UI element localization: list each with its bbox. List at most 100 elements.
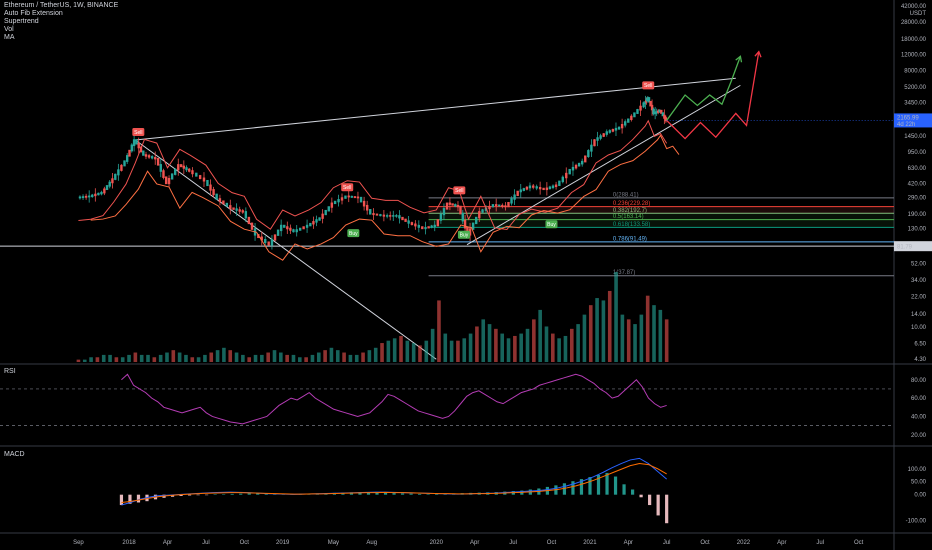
price-candle bbox=[162, 170, 165, 178]
price-candle bbox=[94, 193, 97, 197]
volume-bar bbox=[500, 333, 505, 362]
price-tick-label: 10.00 bbox=[911, 325, 927, 331]
price-candle bbox=[276, 229, 280, 236]
volume-bar bbox=[101, 354, 106, 362]
price-tick-label: 18000.00 bbox=[901, 37, 927, 43]
price-candle bbox=[177, 164, 180, 171]
volume-bar bbox=[607, 290, 612, 362]
volume-bar bbox=[525, 328, 530, 362]
sell-signal bbox=[453, 186, 466, 195]
price-candle bbox=[137, 143, 140, 149]
price-candle bbox=[206, 179, 209, 187]
price-candle bbox=[132, 139, 136, 147]
volume-bar bbox=[405, 340, 410, 362]
price-candle bbox=[232, 207, 235, 210]
price-candle bbox=[215, 193, 218, 200]
moving-average-line bbox=[90, 134, 680, 261]
macd-histogram-bar bbox=[366, 492, 371, 495]
price-candle bbox=[410, 222, 414, 226]
volume-bar bbox=[551, 333, 555, 362]
volume-bar bbox=[645, 295, 650, 362]
price-candle bbox=[424, 226, 427, 230]
macd-histogram-bar bbox=[375, 492, 379, 495]
price-candle bbox=[404, 218, 407, 222]
price-candle bbox=[185, 167, 188, 171]
price-candle bbox=[350, 195, 354, 198]
chart-legend: Ethereum / TetherUS, 1W, BINANCE Auto Fi… bbox=[4, 2, 118, 42]
indicator-supertrend[interactable]: Supertrend bbox=[4, 18, 39, 25]
price-candle bbox=[295, 229, 298, 233]
price-candle bbox=[513, 194, 516, 200]
price-candle bbox=[369, 209, 372, 215]
price-candle bbox=[309, 222, 312, 227]
price-tick-label: 420.00 bbox=[908, 181, 927, 187]
volume-bar bbox=[361, 352, 365, 362]
volume-bar bbox=[342, 352, 346, 362]
price-candle bbox=[150, 156, 154, 159]
volume-bar bbox=[139, 354, 144, 362]
price-candle bbox=[574, 164, 578, 169]
macd-histogram-bar bbox=[656, 494, 660, 516]
volume-bar bbox=[386, 340, 391, 362]
macd-histogram-bar bbox=[136, 494, 141, 503]
macd-pane-label[interactable]: MACD bbox=[4, 451, 25, 458]
volume-bar bbox=[424, 340, 429, 362]
price-candle bbox=[580, 160, 584, 165]
price-candle bbox=[179, 164, 183, 168]
volume-bar bbox=[272, 350, 277, 362]
volume-bar bbox=[494, 328, 498, 362]
price-candle bbox=[337, 199, 340, 203]
upper-trendline bbox=[135, 77, 736, 141]
price-candle bbox=[135, 139, 138, 145]
volume-bar bbox=[152, 357, 157, 362]
volume-bar bbox=[399, 335, 403, 362]
price-candle bbox=[468, 228, 472, 236]
price-candle bbox=[327, 206, 330, 212]
volume-bar bbox=[532, 319, 536, 362]
price-candle bbox=[516, 190, 519, 197]
price-candle bbox=[84, 195, 88, 198]
price-candle bbox=[498, 204, 501, 207]
price-candle bbox=[379, 214, 382, 217]
price-candle bbox=[439, 213, 443, 221]
signal-label: Buy bbox=[460, 233, 469, 239]
macd-histogram-bar bbox=[256, 493, 260, 495]
price-candle bbox=[587, 150, 590, 158]
symbol-title[interactable]: Ethereum / TetherUS, 1W, BINANCE bbox=[4, 2, 119, 9]
price-candle bbox=[156, 157, 160, 166]
volume-bar bbox=[462, 338, 467, 362]
rsi-tick-label: 40.00 bbox=[911, 414, 927, 420]
price-candle bbox=[528, 185, 532, 189]
time-tick-label: 2018 bbox=[122, 540, 136, 546]
volume-bar bbox=[114, 357, 119, 362]
price-candle bbox=[661, 112, 665, 117]
rsi-pane-label[interactable]: RSI bbox=[4, 368, 16, 375]
price-candle bbox=[315, 219, 318, 223]
fib-level-label: 0.786(91.49) bbox=[613, 236, 647, 242]
volume-bar bbox=[222, 347, 226, 362]
price-candle bbox=[571, 166, 575, 171]
volume-bar bbox=[569, 328, 574, 362]
price-candle bbox=[605, 131, 608, 135]
volume-bar bbox=[76, 359, 81, 362]
price-candle bbox=[247, 216, 251, 225]
indicator-vol[interactable]: Vol bbox=[4, 26, 14, 33]
descending-trendline bbox=[134, 139, 437, 360]
bearish-projection-path bbox=[666, 51, 760, 140]
price-candle bbox=[302, 226, 305, 230]
price-candle bbox=[522, 188, 526, 191]
price-candle bbox=[382, 214, 386, 217]
price-candle bbox=[461, 212, 464, 222]
indicator-auto-fib[interactable]: Auto Fib Extension bbox=[4, 10, 63, 17]
macd-histogram-bar bbox=[622, 484, 626, 495]
volume-bar bbox=[298, 357, 302, 362]
macd-histogram-bar bbox=[639, 494, 643, 498]
price-candle bbox=[430, 225, 433, 228]
price-candle bbox=[385, 215, 389, 217]
indicator-ma[interactable]: MA bbox=[4, 34, 15, 41]
price-candle bbox=[504, 205, 507, 208]
time-tick-label: 2020 bbox=[430, 540, 444, 546]
price-candle bbox=[318, 217, 321, 221]
macd-histogram-bar bbox=[400, 493, 405, 495]
macd-histogram-bar bbox=[605, 472, 609, 495]
